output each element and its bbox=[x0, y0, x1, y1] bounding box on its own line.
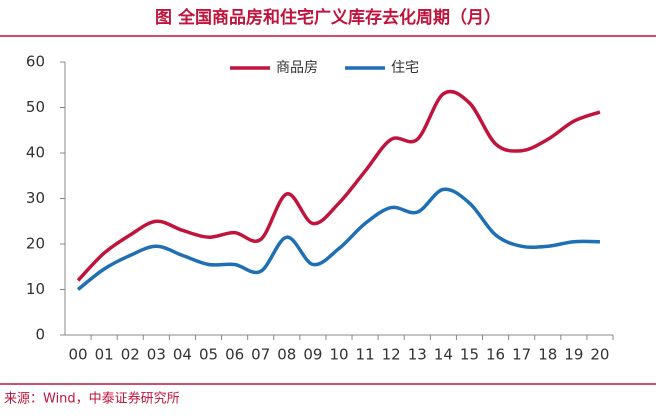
x-tick-label: 11 bbox=[356, 346, 375, 364]
x-tick-label: 14 bbox=[434, 346, 453, 364]
x-tick-label: 12 bbox=[382, 346, 401, 364]
x-tick-label: 18 bbox=[538, 346, 557, 364]
x-tick-label: 10 bbox=[329, 346, 348, 364]
x-tick-label: 16 bbox=[486, 346, 505, 364]
y-tick-label: 40 bbox=[26, 144, 45, 162]
x-tick-label: 02 bbox=[121, 346, 140, 364]
x-tick-label: 20 bbox=[590, 346, 609, 364]
x-tick-label: 05 bbox=[199, 346, 218, 364]
y-tick-label: 10 bbox=[26, 280, 45, 298]
series-line bbox=[76, 187, 600, 291]
source-note: 来源：Wind，中泰证券研究所 bbox=[4, 391, 180, 407]
y-tick-label: 50 bbox=[26, 98, 45, 116]
x-tick-label: 00 bbox=[69, 346, 88, 364]
chart-title: 图 全国商品房和住宅广义库存去化周期（月） bbox=[155, 7, 501, 28]
y-tick-label: 20 bbox=[26, 235, 45, 253]
x-tick-label: 19 bbox=[564, 346, 583, 364]
x-tick-label: 01 bbox=[95, 346, 114, 364]
x-tick-label: 03 bbox=[147, 346, 166, 364]
y-tick-label: 0 bbox=[35, 326, 45, 344]
x-tick-label: 06 bbox=[225, 346, 244, 364]
x-tick-label: 09 bbox=[303, 346, 322, 364]
x-tick-label: 07 bbox=[251, 346, 270, 364]
x-tick-label: 08 bbox=[277, 346, 296, 364]
x-tick-label: 15 bbox=[460, 346, 479, 364]
legend-label: 住宅 bbox=[391, 60, 419, 76]
y-tick-label: 60 bbox=[26, 53, 45, 71]
legend-label: 商品房 bbox=[276, 60, 318, 76]
x-tick-label: 04 bbox=[173, 346, 192, 364]
y-tick-label: 30 bbox=[26, 189, 45, 207]
series-line bbox=[76, 89, 601, 282]
x-tick-label: 17 bbox=[512, 346, 531, 364]
x-tick-label: 13 bbox=[408, 346, 427, 364]
